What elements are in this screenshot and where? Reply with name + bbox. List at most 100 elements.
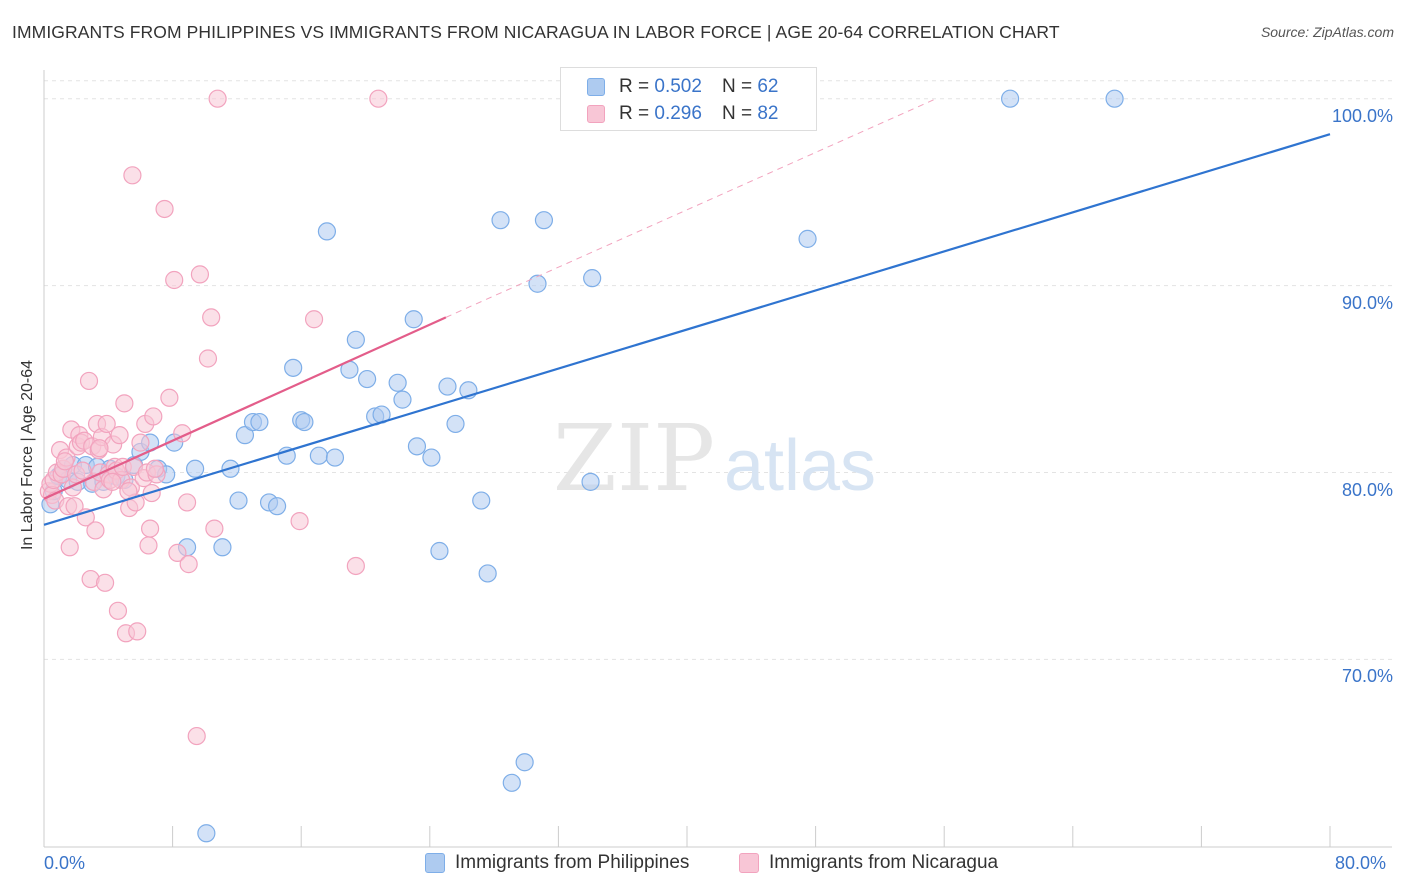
philippines-point	[798, 229, 817, 248]
nicaragua-point	[139, 536, 158, 555]
philippines-point	[325, 448, 345, 467]
bottom-legend-label-philippines: Immigrants from Philippines	[455, 852, 690, 873]
legend-n-value-nicaragua: 82	[757, 103, 779, 124]
nicaragua-point	[86, 521, 105, 540]
philippines-point	[528, 274, 547, 293]
nicaragua-point	[198, 349, 218, 368]
y-tick-label: 70.0%	[1341, 666, 1393, 687]
philippines-point	[583, 269, 602, 288]
nicaragua-point	[155, 199, 174, 219]
nicaragua-point	[205, 519, 224, 538]
philippines-point	[317, 222, 337, 241]
nicaragua-point	[190, 265, 210, 284]
philippines-point	[404, 310, 423, 329]
nicaragua-point	[97, 414, 116, 434]
nicaragua-point	[346, 556, 365, 576]
nicaragua-point	[290, 512, 309, 531]
philippines-point	[250, 412, 269, 432]
philippines-point	[1001, 89, 1020, 108]
philippines-point	[235, 426, 255, 445]
watermark: ZIP atlas	[553, 405, 876, 512]
y-tick-label: 100.0%	[1331, 105, 1393, 126]
philippines-point	[197, 824, 216, 843]
legend-swatch-philippines	[587, 78, 605, 96]
correlation-legend: R = 0.502 N = 62 R = 0.296 N = 82	[560, 67, 817, 131]
legend-row-nicaragua: R = 0.296 N = 82	[587, 103, 778, 125]
philippines-point	[393, 390, 412, 409]
nicaragua-point	[60, 538, 79, 557]
nicaragua-point	[73, 461, 92, 480]
legend-r-value-philippines: 0.502	[654, 76, 702, 97]
trend-lines	[43, 98, 1331, 526]
philippines-point	[309, 446, 328, 465]
philippines-point	[581, 472, 600, 491]
nicaragua-trend-line	[43, 316, 447, 500]
legend-row-philippines: R = 0.502 N = 62	[587, 76, 778, 98]
bottom-legend-label-nicaragua: Immigrants from Nicaragua	[769, 852, 999, 873]
nicaragua-point	[110, 426, 129, 445]
bottom-legend-swatch-philippines	[425, 853, 445, 873]
philippines-point	[229, 491, 248, 510]
nicaragua-point	[165, 270, 184, 290]
nicaragua-point	[123, 166, 142, 185]
nicaragua-point	[55, 452, 74, 471]
bottom-legend-nicaragua: Immigrants from Nicaragua	[739, 852, 998, 874]
philippines-point	[295, 412, 314, 432]
nicaragua-point	[131, 433, 150, 452]
legend-swatch-nicaragua	[587, 105, 605, 123]
axes	[43, 70, 1392, 848]
source-label: Source: ZipAtlas.com	[1260, 24, 1394, 40]
nicaragua-point	[145, 459, 165, 478]
nicaragua-point	[168, 543, 187, 562]
philippines-point	[422, 448, 441, 467]
philippines-trend-line	[43, 133, 1331, 526]
nicaragua-point	[140, 519, 160, 538]
philippines-point	[407, 437, 427, 456]
grid	[44, 80, 1392, 660]
nicaragua-point	[95, 573, 115, 592]
philippines-point	[438, 377, 457, 396]
nicaragua-point	[79, 371, 99, 391]
nicaragua-point	[90, 439, 109, 458]
legend-n-value-philippines: 62	[757, 76, 779, 97]
y-tick-label: 80.0%	[1341, 479, 1393, 500]
nicaragua-point	[144, 407, 163, 426]
philippines-point	[284, 358, 303, 377]
philippines-point	[346, 330, 365, 349]
legend-n-label: N =	[721, 76, 753, 97]
philippines-point	[358, 369, 377, 389]
nicaragua-point	[160, 388, 179, 407]
philippines-point	[446, 414, 465, 434]
philippines-point	[478, 564, 497, 583]
nicaragua-point	[177, 493, 197, 512]
legend-r-label: R =	[619, 76, 650, 97]
philippines-point	[430, 541, 449, 561]
philippines-point	[491, 211, 510, 230]
x-tick-label-max: 80.0%	[1335, 853, 1387, 873]
x-tick-label-min: 0.0%	[44, 853, 86, 873]
philippines-point	[213, 538, 232, 557]
philippines-point	[534, 211, 554, 230]
philippines-point	[515, 753, 534, 772]
legend-r-label: R =	[619, 103, 650, 124]
watermark-atlas: atlas	[724, 426, 876, 506]
bottom-legend-philippines: Immigrants from Philippines	[425, 852, 689, 874]
nicaragua-point	[304, 310, 324, 329]
legend-n-label: N =	[721, 103, 753, 124]
nicaragua-point	[208, 89, 227, 108]
nicaragua-point	[202, 308, 221, 327]
philippines-point	[388, 373, 407, 392]
nicaragua-trend-extension	[445, 98, 937, 318]
legend-r-value-nicaragua: 0.296	[654, 103, 702, 124]
philippines-point	[186, 459, 205, 478]
nicaragua-point	[369, 89, 388, 108]
philippines-point	[267, 497, 287, 516]
nicaragua-point	[179, 555, 198, 574]
bottom-legend-swatch-nicaragua	[739, 853, 759, 873]
watermark-zip: ZIP	[553, 405, 715, 512]
nicaragua-point	[128, 622, 147, 641]
philippines-point	[472, 491, 491, 510]
y-tick-label: 90.0%	[1341, 292, 1393, 313]
chart-title: IMMIGRANTS FROM PHILIPPINES VS IMMIGRANT…	[12, 22, 1060, 42]
